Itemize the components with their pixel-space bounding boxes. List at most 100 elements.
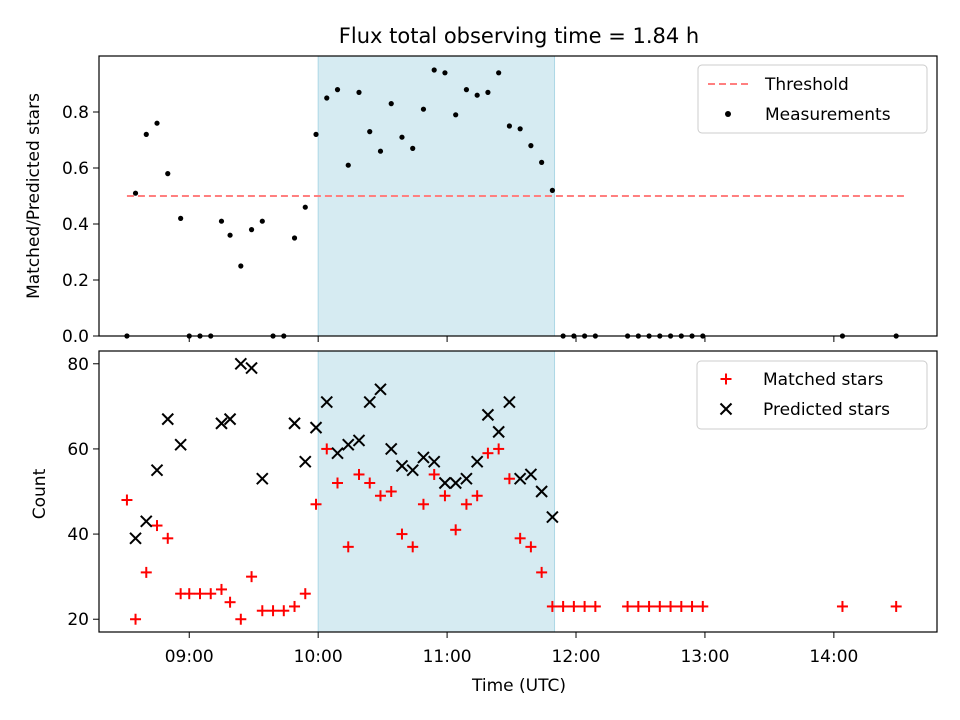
top-legend: Threshold Measurements: [697, 64, 928, 134]
predicted-star-point: [129, 532, 142, 545]
legend-measurements-swatch: [725, 111, 731, 117]
predicted-star-point: [309, 421, 323, 434]
matched-star-point: [503, 473, 515, 485]
measurement-point: [345, 162, 351, 168]
x-tick-label: 14:00: [809, 647, 858, 667]
matched-star-point: [643, 600, 655, 612]
y-tick-label: 0.4: [62, 215, 89, 235]
x-tick-label: 11:00: [423, 647, 472, 667]
predicted-star-point: [481, 408, 495, 422]
predicted-star-point: [140, 515, 153, 528]
measurement-point: [549, 187, 555, 193]
measurement-point: [334, 87, 341, 93]
matched-star-point: [278, 605, 290, 617]
top-axes-frame: [98, 55, 938, 337]
measurement-point: [248, 227, 255, 233]
predicted-star-point: [161, 412, 174, 426]
matched-star-point: [224, 596, 236, 608]
measurement-point: [420, 106, 427, 112]
measurement-point: [528, 143, 534, 149]
measurement-point: [367, 129, 373, 135]
measurement-point: [259, 218, 265, 224]
measurement-point: [539, 159, 545, 165]
x-tick-label: 12:00: [552, 647, 601, 667]
chart-title: Flux total observing time = 1.84 h: [339, 24, 699, 48]
predicted-star-point: [470, 455, 484, 468]
bottom-matched-points: [121, 443, 902, 625]
matched-star-point: [246, 571, 258, 583]
matched-star-point: [332, 477, 344, 489]
matched-star-point: [632, 600, 644, 612]
legend-predicted-label: Predicted stars: [763, 400, 890, 420]
predicted-star-point: [406, 464, 419, 477]
measurement-point: [496, 70, 502, 76]
predicted-star-point: [320, 395, 333, 409]
predicted-star-point: [342, 438, 355, 451]
matched-star-point: [215, 583, 227, 595]
matched-star-point: [396, 528, 408, 540]
matched-star-point: [385, 486, 397, 497]
measurement-point: [399, 134, 405, 140]
matched-star-point: [471, 490, 483, 502]
matched-star-point: [151, 520, 163, 532]
measurement-point: [431, 67, 437, 73]
measurement-point: [410, 145, 416, 151]
predicted-star-point: [374, 383, 387, 396]
matched-star-point: [205, 588, 217, 600]
predicted-star-point: [438, 476, 452, 490]
x-tick-label: 09:00: [165, 647, 214, 667]
legend-predicted-marker: [719, 402, 733, 416]
measurement-point: [154, 120, 160, 126]
matched-star-point: [407, 541, 419, 553]
matched-star-point: [374, 490, 386, 502]
predicted-star-point: [256, 472, 269, 485]
matched-star-point: [557, 600, 569, 612]
measurement-point: [291, 235, 298, 241]
measurement-point: [506, 123, 513, 129]
predicted-star-point: [215, 417, 228, 430]
matched-star-point: [267, 605, 279, 617]
legend-matched-marker: [720, 373, 732, 385]
predicted-star-point: [288, 417, 301, 430]
matched-star-point: [579, 600, 591, 612]
matched-star-point: [342, 541, 354, 553]
y-tick-label: 0.6: [62, 159, 89, 179]
legend-threshold-label: Threshold: [764, 75, 849, 95]
measurement-point: [302, 204, 308, 210]
bottom-x-ticks: 09:00 10:00 11:00 12:00 13:00 14:00: [165, 632, 858, 667]
measurement-point: [143, 131, 149, 137]
shaded-span-rect: [317, 350, 556, 633]
measurement-point: [442, 70, 448, 76]
matched-star-point: [536, 566, 548, 578]
predicted-star-point: [460, 472, 473, 485]
matched-star-point: [493, 443, 505, 455]
matched-star-point: [256, 605, 268, 617]
predicted-star-point: [524, 468, 538, 481]
matched-star-point: [121, 494, 133, 506]
matched-star-point: [289, 600, 301, 612]
predicted-star-point: [535, 485, 548, 498]
measurement-point: [165, 171, 171, 177]
measurement-point: [356, 89, 362, 95]
matched-star-point: [162, 532, 174, 544]
y-tick-label: 0.0: [62, 327, 89, 347]
top-measurement-points: [124, 67, 899, 339]
predicted-star-point: [150, 464, 164, 477]
matched-star-point: [514, 532, 526, 544]
x-tick-label: 10:00: [294, 647, 343, 667]
matched-star-point: [568, 600, 580, 612]
predicted-star-point: [331, 446, 344, 460]
matched-star-point: [686, 600, 698, 612]
predicted-star-point: [385, 442, 398, 456]
legend-predicted-swatch: [719, 402, 733, 416]
predicted-star-point: [174, 438, 187, 451]
measurement-point: [132, 190, 139, 196]
predicted-star-point: [503, 395, 516, 409]
measurement-point: [324, 95, 330, 101]
top-legend-box: [697, 64, 928, 134]
y-tick-label: 40: [67, 525, 89, 545]
bottom-legend: Matched stars Predicted stars: [696, 360, 928, 430]
measurement-point: [218, 218, 225, 224]
matched-star-point: [460, 498, 472, 510]
